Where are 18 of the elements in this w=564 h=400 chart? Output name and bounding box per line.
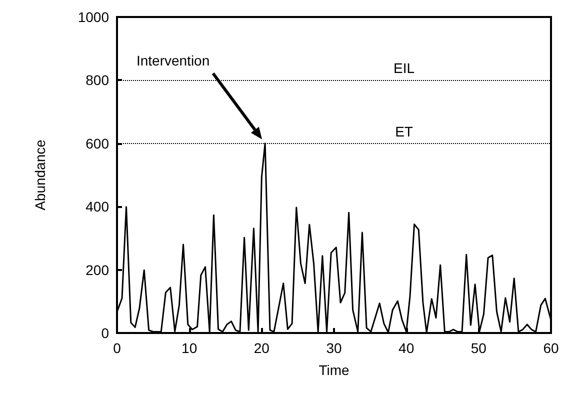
y-tick-label: 600 — [86, 135, 110, 152]
x-tick-label: 10 — [182, 340, 198, 356]
y-tick-label: 0 — [101, 325, 110, 341]
y-tick-label: 1000 — [78, 9, 110, 25]
annotation: Intervention — [136, 52, 210, 68]
y-tick-label: 400 — [86, 198, 110, 215]
ref-line-label: ET — [395, 123, 414, 140]
y-tick-label: 800 — [86, 72, 110, 88]
ref-line-label: EIL — [393, 60, 415, 76]
x-tick-label: 60 — [543, 340, 559, 356]
y-tick-label: 200 — [86, 262, 110, 278]
x-tick-label: 0 — [113, 340, 122, 356]
x-tick-label: 40 — [398, 340, 414, 356]
x-tick-label: 50 — [470, 340, 487, 356]
x-tick-label: 20 — [254, 340, 270, 356]
x-tick-label: 30 — [326, 340, 342, 356]
x-axis-title: Time — [318, 362, 350, 378]
y-axis-title: Abundance — [32, 139, 48, 210]
